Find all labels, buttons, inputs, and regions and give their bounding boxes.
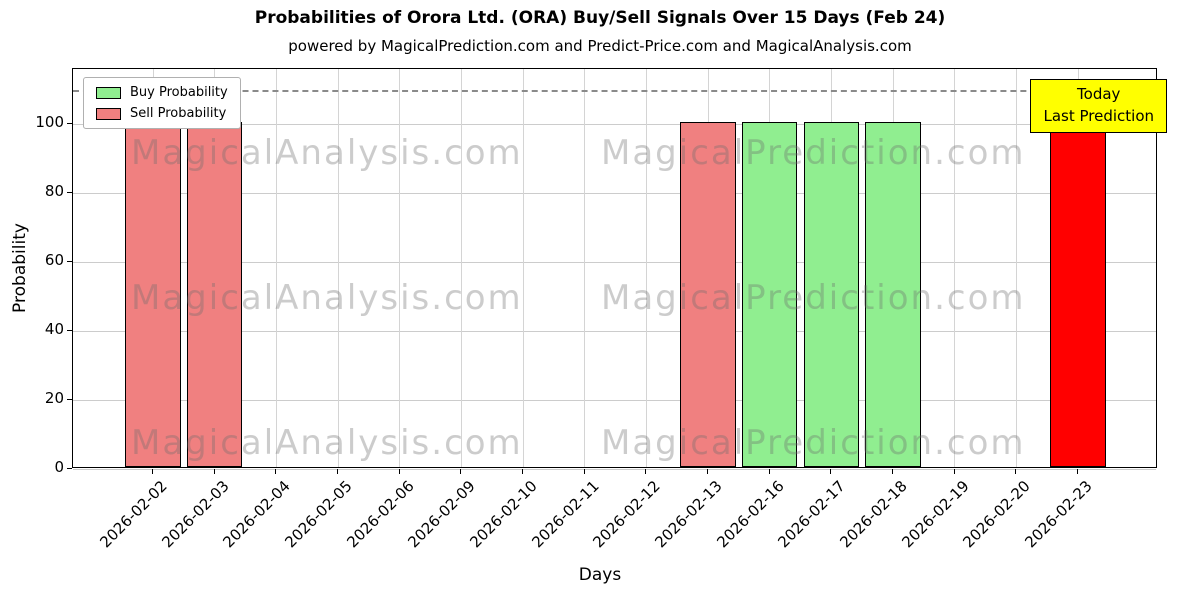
y-tick-label: 80 <box>44 182 64 201</box>
gridline-horizontal <box>73 468 1156 470</box>
y-tick-mark <box>67 330 72 332</box>
gridline-vertical <box>275 69 277 467</box>
legend-swatch-buy-icon <box>96 86 121 99</box>
gridline-horizontal <box>73 330 1156 332</box>
watermark-text: MagicalPrediction.com <box>601 133 1026 173</box>
legend-label-sell: Sell Probability <box>130 106 227 121</box>
bar-2026-02-02 <box>125 122 181 467</box>
legend: Buy Probability Sell Probability <box>83 77 241 129</box>
bar-2026-02-13 <box>680 122 736 467</box>
annotation-line-last-prediction: Last Prediction <box>1043 106 1154 125</box>
legend-swatch-sell-icon <box>96 107 121 120</box>
legend-label-buy: Buy Probability <box>130 85 228 100</box>
plot-area: Buy Probability Sell Probability Magical… <box>72 68 1157 470</box>
y-tick-mark <box>67 468 72 469</box>
y-tick-mark <box>67 192 72 194</box>
x-tick-mark <box>830 469 832 474</box>
y-tick-label: 0 <box>54 458 64 476</box>
x-tick-mark <box>768 469 770 474</box>
x-axis-label: Days <box>578 565 622 585</box>
x-tick-mark <box>398 469 400 474</box>
gridline-vertical <box>954 69 956 467</box>
gridline-vertical <box>584 69 586 467</box>
legend-item-sell: Sell Probability <box>96 106 228 121</box>
y-tick-mark <box>67 399 72 401</box>
gridline-vertical <box>337 69 339 467</box>
gridline-horizontal <box>73 399 1156 401</box>
legend-item-buy: Buy Probability <box>96 85 228 100</box>
x-tick-mark <box>275 469 277 474</box>
bar-2026-02-17 <box>803 122 860 467</box>
x-tick-mark <box>337 469 338 474</box>
watermark-text: MagicalAnalysis.com <box>131 423 523 463</box>
y-tick-label: 100 <box>35 113 64 132</box>
bar-2026-02-18 <box>865 122 921 467</box>
chart-subtitle: powered by MagicalPrediction.com and Pre… <box>288 37 912 55</box>
x-tick-mark <box>953 469 955 474</box>
gridline-vertical <box>522 69 524 467</box>
x-tick-mark <box>1015 469 1017 474</box>
annotation-line-today: Today <box>1077 85 1121 103</box>
watermark-text: MagicalPrediction.com <box>601 278 1026 318</box>
gridline-vertical <box>460 69 462 467</box>
x-tick-mark <box>707 469 708 474</box>
gridline-horizontal <box>73 261 1156 263</box>
bar-2026-02-16 <box>741 122 798 467</box>
gridline-horizontal <box>73 123 1156 125</box>
watermark-text: MagicalAnalysis.com <box>131 278 523 318</box>
watermark-text: MagicalPrediction.com <box>601 423 1026 463</box>
bar-2026-02-03 <box>186 122 243 467</box>
gridline-vertical <box>645 69 647 467</box>
x-tick-mark <box>460 469 462 474</box>
x-tick-mark <box>213 469 215 474</box>
bar-2026-02-23 <box>1050 122 1106 467</box>
x-tick-mark <box>1077 469 1078 474</box>
today-annotation: Today Last Prediction <box>1030 79 1167 133</box>
gridline-vertical <box>1015 69 1017 467</box>
x-tick-mark <box>522 469 523 474</box>
x-tick-mark <box>892 469 893 474</box>
x-tick-mark <box>583 469 585 474</box>
chart-title: Probabilities of Orora Ltd. (ORA) Buy/Se… <box>254 8 946 28</box>
x-tick-mark <box>645 469 647 474</box>
x-tick-mark <box>152 469 153 474</box>
y-tick-label: 60 <box>44 251 64 270</box>
watermark-text: MagicalAnalysis.com <box>131 133 523 173</box>
gridline-horizontal <box>73 192 1156 194</box>
gridline-vertical <box>399 69 401 467</box>
y-tick-mark <box>67 123 72 125</box>
y-tick-label: 20 <box>44 389 64 408</box>
threshold-dashed-line <box>73 89 1156 92</box>
y-tick-mark <box>67 261 72 263</box>
y-tick-label: 40 <box>44 320 64 339</box>
